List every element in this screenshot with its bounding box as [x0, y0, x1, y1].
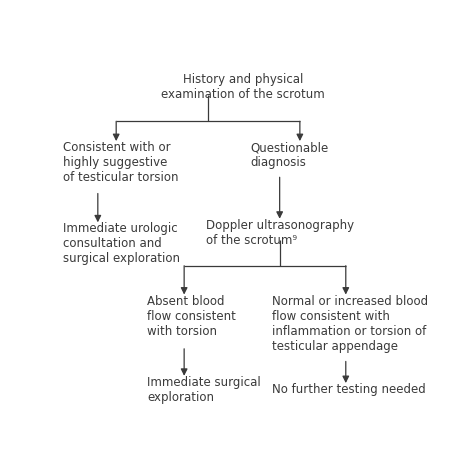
- Text: Normal or increased blood
flow consistent with
inflammation or torsion of
testic: Normal or increased blood flow consisten…: [272, 295, 428, 353]
- Text: Consistent with or
highly suggestive
of testicular torsion: Consistent with or highly suggestive of …: [63, 141, 178, 184]
- Text: Immediate surgical
exploration: Immediate surgical exploration: [147, 376, 261, 404]
- Text: Questionable
diagnosis: Questionable diagnosis: [250, 141, 328, 169]
- Text: Doppler ultrasonography
of the scrotum⁹: Doppler ultrasonography of the scrotum⁹: [206, 219, 355, 247]
- Text: Immediate urologic
consultation and
surgical exploration: Immediate urologic consultation and surg…: [63, 222, 180, 265]
- Text: No further testing needed: No further testing needed: [272, 383, 426, 396]
- Text: Absent blood
flow consistent
with torsion: Absent blood flow consistent with torsio…: [147, 295, 236, 338]
- Text: History and physical
examination of the scrotum: History and physical examination of the …: [161, 73, 325, 100]
